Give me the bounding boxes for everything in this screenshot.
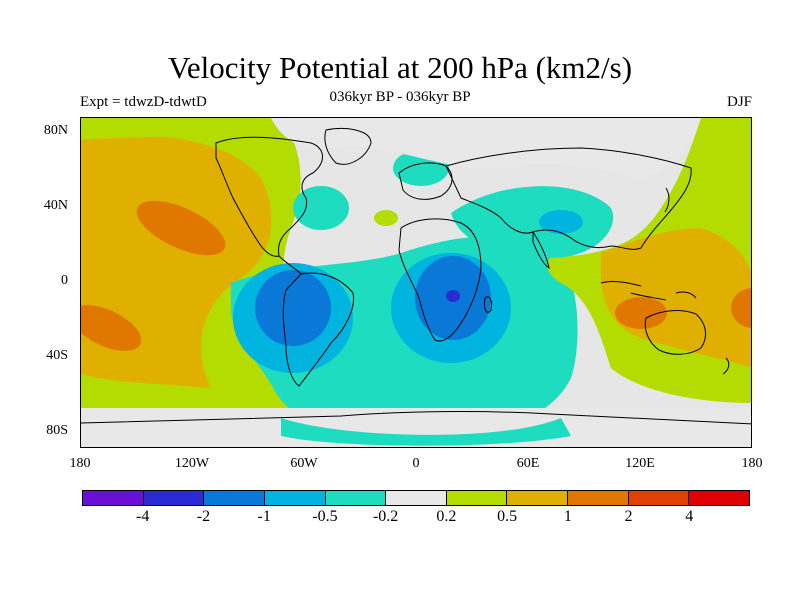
- contour-asia-light: [539, 210, 583, 234]
- contour-pacific-core-north: [136, 200, 226, 256]
- contour-east-orange: [601, 228, 751, 368]
- colorbar-tick-label: -4: [136, 508, 150, 525]
- x-tick-label: 60E: [516, 456, 540, 471]
- coastline-india: [532, 230, 550, 270]
- y-tick-label: 80S: [46, 423, 68, 438]
- experiment-label: Expt = tdwzD-tdwtD: [80, 94, 207, 110]
- colorbar: [82, 490, 750, 506]
- contour-north-atlantic-negative: [293, 186, 349, 230]
- y-tick-label: 40N: [43, 198, 68, 213]
- coastline-indonesia: [600, 281, 697, 301]
- contour-arctic-positive: [81, 118, 261, 140]
- colorbar-tick-label: -0.2: [372, 508, 399, 525]
- coastline-asia: [445, 147, 692, 250]
- colorbar-swatch: [507, 491, 569, 505]
- contour-south-america-core: [255, 270, 331, 346]
- contour-southern-ocean-negative: [281, 418, 571, 446]
- colorbar-swatch: [204, 491, 265, 505]
- coastline-south-america: [282, 272, 355, 387]
- x-tick-label: 180: [741, 456, 763, 471]
- colorbar-swatch: [325, 491, 387, 505]
- colorbar-swatch: [446, 491, 508, 505]
- colorbar-swatch: [264, 491, 326, 505]
- colorbar-swatch: [689, 491, 750, 505]
- coastline-north-america: [215, 136, 323, 257]
- coastline-madagascar: [484, 296, 492, 313]
- colorbar-tick-label: 4: [685, 508, 694, 525]
- y-tick-label: 0: [61, 273, 68, 288]
- season-label: DJF: [726, 94, 752, 110]
- y-tick-label: 80N: [43, 123, 68, 138]
- colorbar-tick-label: -0.5: [312, 508, 338, 525]
- x-tick-label: 120E: [625, 456, 655, 471]
- contour-mediterranean-positive: [374, 210, 398, 226]
- colorbar-swatch: [83, 491, 144, 505]
- colorbar-swatch: [386, 491, 447, 505]
- coastline-central-america: [278, 255, 302, 275]
- colorbar-tick-label: 2: [624, 508, 633, 525]
- velocity-potential-map: [81, 118, 751, 447]
- chart-subtitle: 036kyr BP - 036kyr BP: [329, 89, 471, 105]
- x-tick-label: 0: [412, 456, 420, 471]
- colorbar-swatch: [568, 491, 629, 505]
- contour-africa-minimum: [446, 290, 460, 302]
- coastline-japan: [664, 187, 670, 213]
- contour-fill-layer: [81, 118, 751, 447]
- contour-maritime-core: [615, 297, 667, 329]
- coastline-layer: [81, 128, 751, 425]
- colorbar-tick-label: 0.2: [436, 508, 457, 525]
- coastline-antarctica: [81, 411, 751, 425]
- colorbar-tick-label: 0.5: [497, 508, 518, 525]
- x-tick-label: 60W: [290, 456, 318, 471]
- coastline-australia: [644, 310, 707, 355]
- chart-title: Velocity Potential at 200 hPa (km2/s): [167, 50, 633, 85]
- colorbar-swatch: [628, 491, 690, 505]
- map-plot-area: [80, 117, 752, 448]
- x-tick-label: 120W: [174, 456, 210, 471]
- contour-asia-negative: [451, 186, 614, 258]
- x-tick-label: 180: [69, 456, 91, 471]
- coastline-new-zealand: [722, 357, 730, 375]
- coastline-africa: [398, 218, 482, 342]
- colorbar-tick-label: -1: [257, 508, 271, 525]
- coastline-greenland: [324, 128, 372, 165]
- colorbar-swatch: [143, 491, 205, 505]
- y-tick-label: 40S: [46, 348, 68, 363]
- colorbar-tick-label: -2: [196, 508, 211, 525]
- contour-west-pacific-core: [731, 288, 751, 328]
- contour-arctic-neutral: [271, 118, 701, 178]
- coastline-europe: [398, 162, 453, 200]
- colorbar-tick-label: 1: [563, 508, 572, 525]
- contour-pacific-core-south: [81, 305, 142, 351]
- contour-antarctic-neutral: [81, 408, 751, 447]
